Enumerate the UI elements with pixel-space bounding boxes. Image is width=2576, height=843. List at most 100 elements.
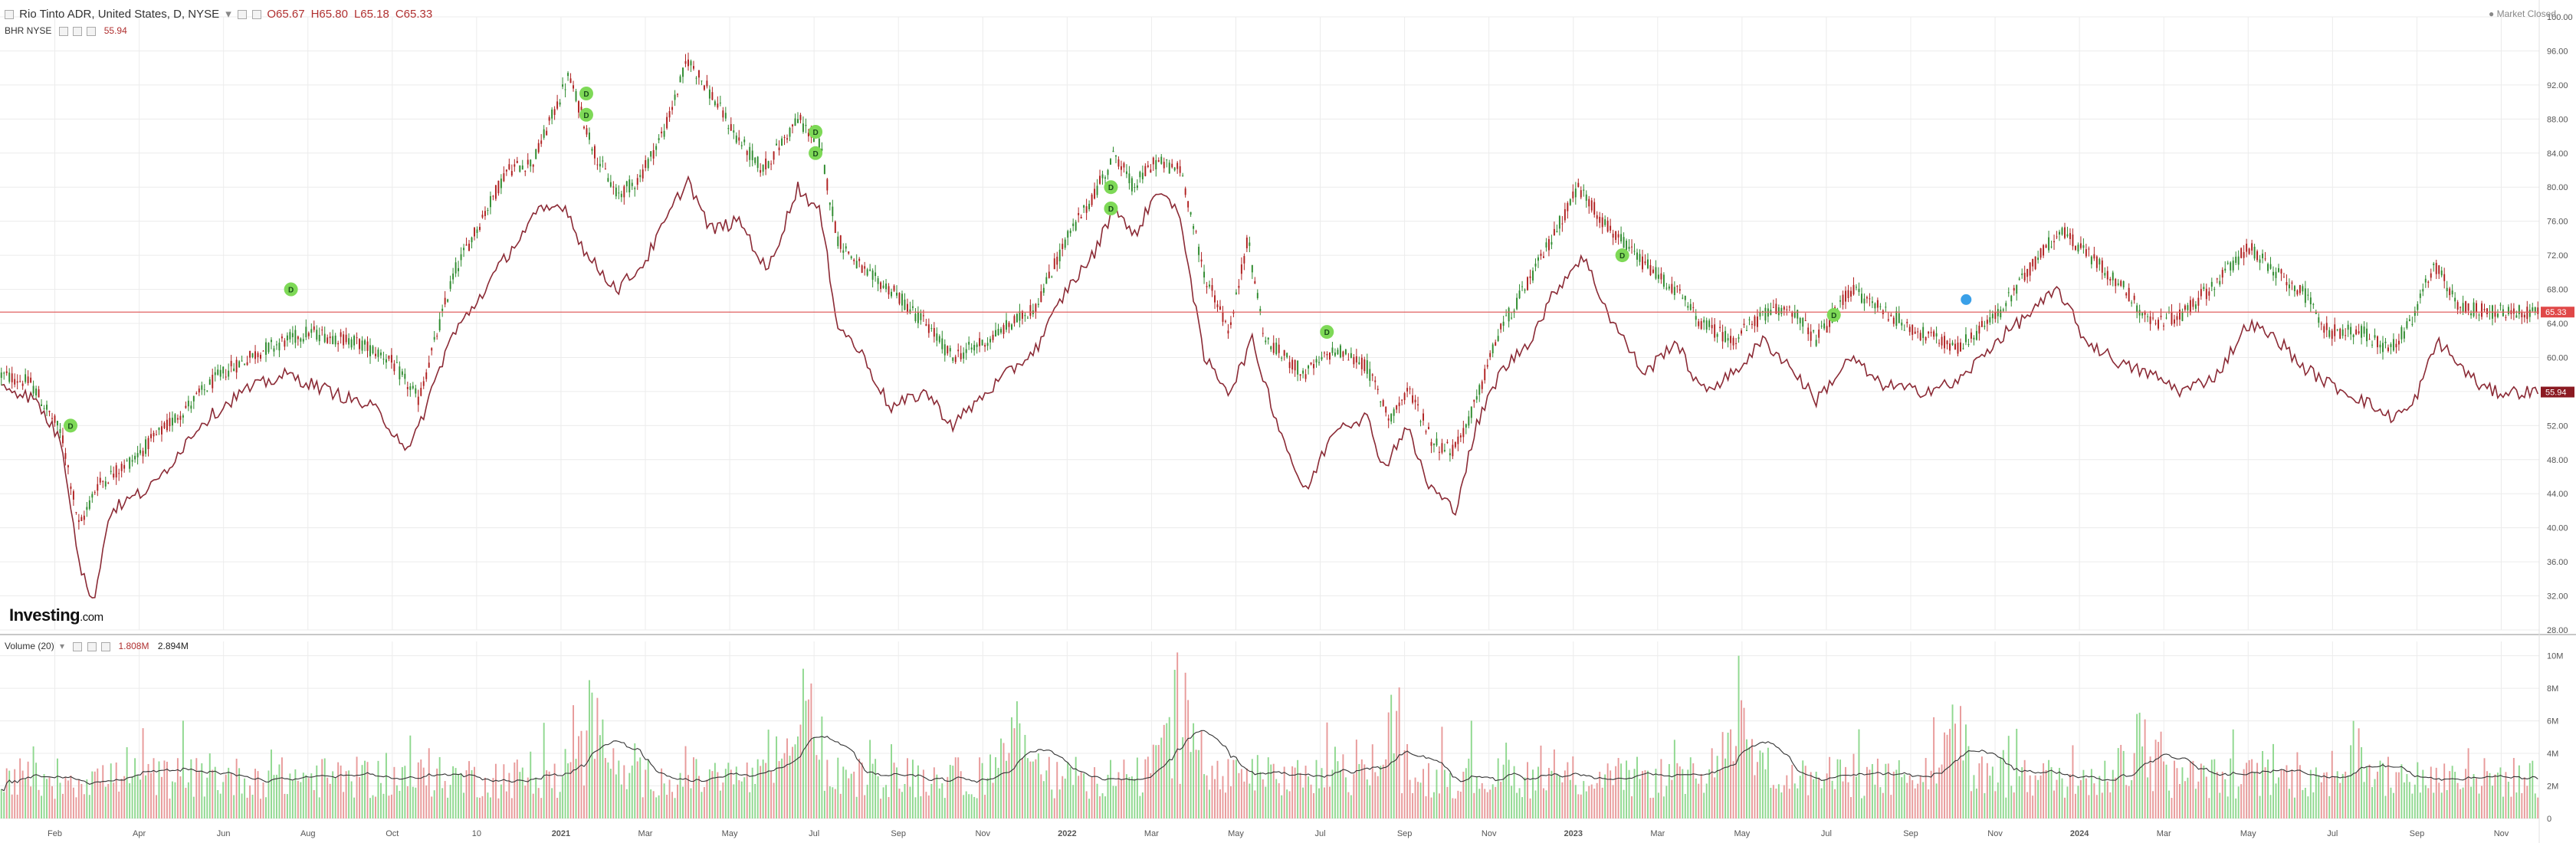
candle-body	[794, 118, 796, 126]
candle-body	[1125, 171, 1127, 175]
candle-body	[86, 507, 88, 510]
volume-bar	[487, 792, 489, 818]
volume-bar	[1636, 756, 1638, 818]
candle-body	[1842, 294, 1844, 305]
visibility-icon[interactable]	[238, 10, 247, 20]
candle-body	[802, 123, 804, 132]
price-tag-label: 55.94	[2545, 389, 2567, 398]
candle-body	[1919, 333, 1921, 341]
candle-body	[1459, 435, 1462, 438]
candle-body	[1944, 336, 1946, 349]
time-tick-label: Jul	[2327, 829, 2338, 838]
volume-bar	[1024, 734, 1026, 818]
candle-body	[1497, 336, 1499, 342]
volume-bar	[1016, 701, 1018, 818]
candle-body	[1326, 353, 1328, 356]
candle-body	[556, 101, 559, 109]
volume-bar	[2248, 759, 2250, 818]
candle-body	[2449, 288, 2451, 296]
candle-body	[516, 160, 518, 163]
candle-body	[1508, 307, 1510, 322]
chevron-down-icon[interactable]: ▾	[60, 641, 65, 651]
volume-bar	[1807, 795, 1810, 818]
volume-bar	[1620, 763, 1623, 818]
candle-body	[2205, 288, 2207, 300]
candle-body	[546, 130, 548, 136]
volume-bar	[233, 795, 235, 818]
candle-body	[1922, 326, 1925, 339]
visibility-icon[interactable]	[73, 641, 83, 651]
main-legend[interactable]: Rio Tinto ADR, United States, D, NYSE ▾ …	[5, 7, 438, 21]
candle-body	[573, 85, 574, 89]
volume-bar	[1935, 783, 1938, 818]
volume-bar	[1665, 786, 1668, 818]
candle-body	[1462, 428, 1465, 438]
candle-body	[524, 171, 527, 172]
volume-bar	[914, 797, 917, 818]
candle-body	[1249, 242, 1251, 246]
candle-body	[2403, 331, 2405, 339]
candle-body	[1908, 326, 1911, 333]
volume-bar	[1751, 739, 1753, 818]
volume-bar	[2430, 766, 2432, 818]
volume-legend[interactable]: Volume (20) ▾ 1.808M 2.894M	[5, 641, 189, 651]
candle-body	[2521, 311, 2523, 318]
volume-bar	[1556, 774, 1558, 818]
candle-body	[880, 282, 882, 289]
volume-bar	[246, 797, 248, 818]
time-tick-label: Nov	[975, 829, 990, 838]
volume-bar	[361, 765, 363, 818]
volume-bar	[2417, 762, 2419, 818]
candle-body	[2227, 262, 2229, 264]
candle-body	[1540, 253, 1542, 256]
volume-bar	[2443, 763, 2446, 818]
symbol-title[interactable]: Rio Tinto ADR, United States, D, NYSE	[19, 8, 220, 21]
candle-body	[589, 132, 590, 140]
volume-label[interactable]: Volume (20)	[5, 641, 54, 651]
volume-bar	[1588, 786, 1590, 818]
volume-bar	[1265, 786, 1267, 818]
volume-bar	[2390, 787, 2392, 818]
chevron-down-icon[interactable]: ▾	[225, 8, 231, 21]
price-axis[interactable]: 28.0032.0036.0040.0044.0048.0052.0056.00…	[2547, 13, 2573, 635]
price-tag-box	[2541, 307, 2574, 318]
volume-bar	[1928, 789, 1930, 818]
candle-body	[2454, 297, 2456, 302]
volume-bar	[1144, 759, 1147, 818]
candle-body	[658, 138, 660, 140]
candle-body	[2125, 293, 2128, 296]
volume-bar	[169, 799, 171, 818]
visibility-icon[interactable]	[58, 26, 68, 36]
candle-body	[853, 259, 855, 261]
candle-body	[1839, 300, 1842, 302]
candle-body	[575, 90, 577, 101]
close-icon[interactable]	[87, 26, 97, 36]
volume-bar	[634, 743, 636, 818]
volume-bar	[1770, 787, 1772, 818]
compare-symbol[interactable]: BHR NYSE	[5, 25, 52, 36]
time-axis[interactable]: Feb Apr Jun Aug Oct 10 2021 Mar May Jul Sep Nov 2022…	[48, 829, 2509, 838]
volume-bar	[789, 756, 791, 818]
collapse-icon[interactable]	[5, 10, 14, 20]
time-tick-label: Mar	[638, 829, 653, 838]
settings-icon[interactable]	[73, 26, 83, 36]
candle-body	[834, 221, 836, 233]
candle-body	[1615, 231, 1617, 241]
candle-body	[305, 326, 307, 338]
compare-legend[interactable]: BHR NYSE 55.94	[5, 25, 127, 36]
candle-body	[1377, 389, 1379, 390]
candle-body	[1741, 330, 1742, 334]
volume-bar	[2505, 772, 2507, 818]
dividend-marker-label: D	[1831, 312, 1836, 320]
volume-bar	[1470, 720, 1472, 818]
volume-bar	[690, 788, 692, 818]
close-icon[interactable]	[101, 641, 111, 651]
volume-bar	[2178, 784, 2181, 818]
settings-icon[interactable]	[87, 641, 97, 651]
volume-bar	[1342, 754, 1344, 818]
settings-icon[interactable]	[252, 10, 262, 20]
volume-bar	[2502, 796, 2504, 818]
